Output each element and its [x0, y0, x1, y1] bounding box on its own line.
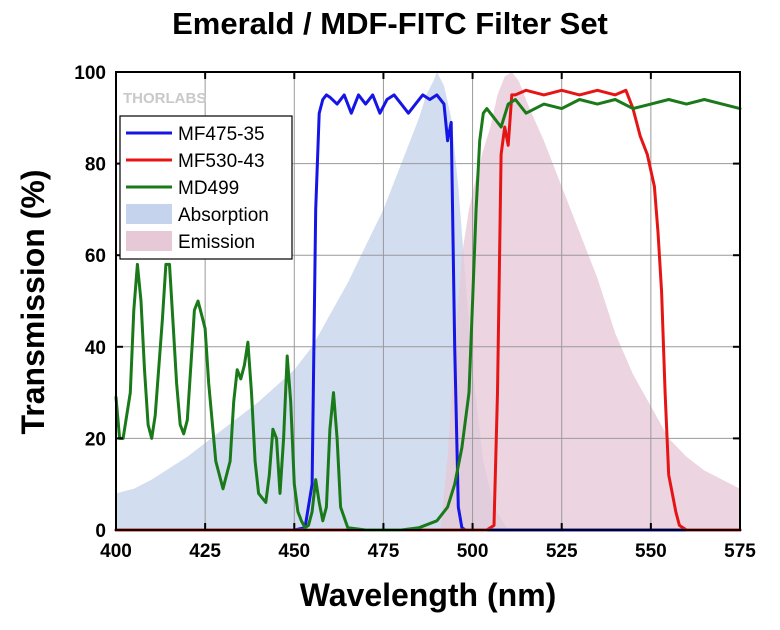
x-tick-label: 550	[635, 541, 667, 562]
legend-label-mf475-35: MF475-35	[178, 124, 265, 145]
watermark-layer: THORLABS	[123, 90, 206, 107]
plot-border	[115, 71, 741, 531]
legend: MF475-35 MF530-43 MD499 Absorption Emission	[119, 115, 293, 260]
legend-label-md499: MD499	[178, 178, 239, 199]
plot-frame	[115, 71, 741, 531]
thorlabs-watermark: THORLABS	[123, 90, 206, 107]
y-tick-label: 60	[85, 246, 106, 267]
x-tick-label: 400	[100, 541, 132, 562]
series-line-mf530-43	[114, 88, 742, 532]
y-tick-label: 80	[85, 155, 106, 176]
y-tick-label: 40	[85, 338, 106, 359]
x-tick-label: 475	[368, 541, 400, 562]
legend-swatch-emission	[126, 231, 172, 251]
series-line-mf475-35	[114, 93, 742, 532]
y-axis-label: Transmission (%)	[15, 170, 51, 435]
y-tick-label: 0	[95, 521, 106, 542]
y-tick-label: 100	[74, 63, 106, 84]
line-series-layer	[114, 88, 742, 532]
x-axis-label: Wavelength (nm)	[300, 577, 557, 613]
legend-swatch-absorption	[126, 204, 172, 224]
series-area-emission	[440, 72, 740, 530]
series-line-md499	[114, 98, 742, 532]
x-tick-label: 500	[457, 541, 489, 562]
area-series-layer	[116, 72, 740, 530]
y-tick-label: 20	[85, 429, 106, 450]
x-tick-label: 425	[189, 541, 221, 562]
x-tick-label: 525	[546, 541, 578, 562]
legend-label-absorption: Absorption	[178, 205, 269, 226]
legend-label-mf530-43: MF530-43	[178, 151, 265, 172]
x-tick-label: 575	[724, 541, 756, 562]
legend-label-emission: Emission	[178, 232, 255, 253]
chart-title: Emerald / MDF-FITC Filter Set	[172, 6, 608, 41]
axis-ticks: 400 425 450 475 500 525 550 575 0 20 40 60 80 100	[74, 63, 756, 562]
x-tick-label: 450	[278, 541, 310, 562]
series-area-absorption	[116, 72, 509, 530]
